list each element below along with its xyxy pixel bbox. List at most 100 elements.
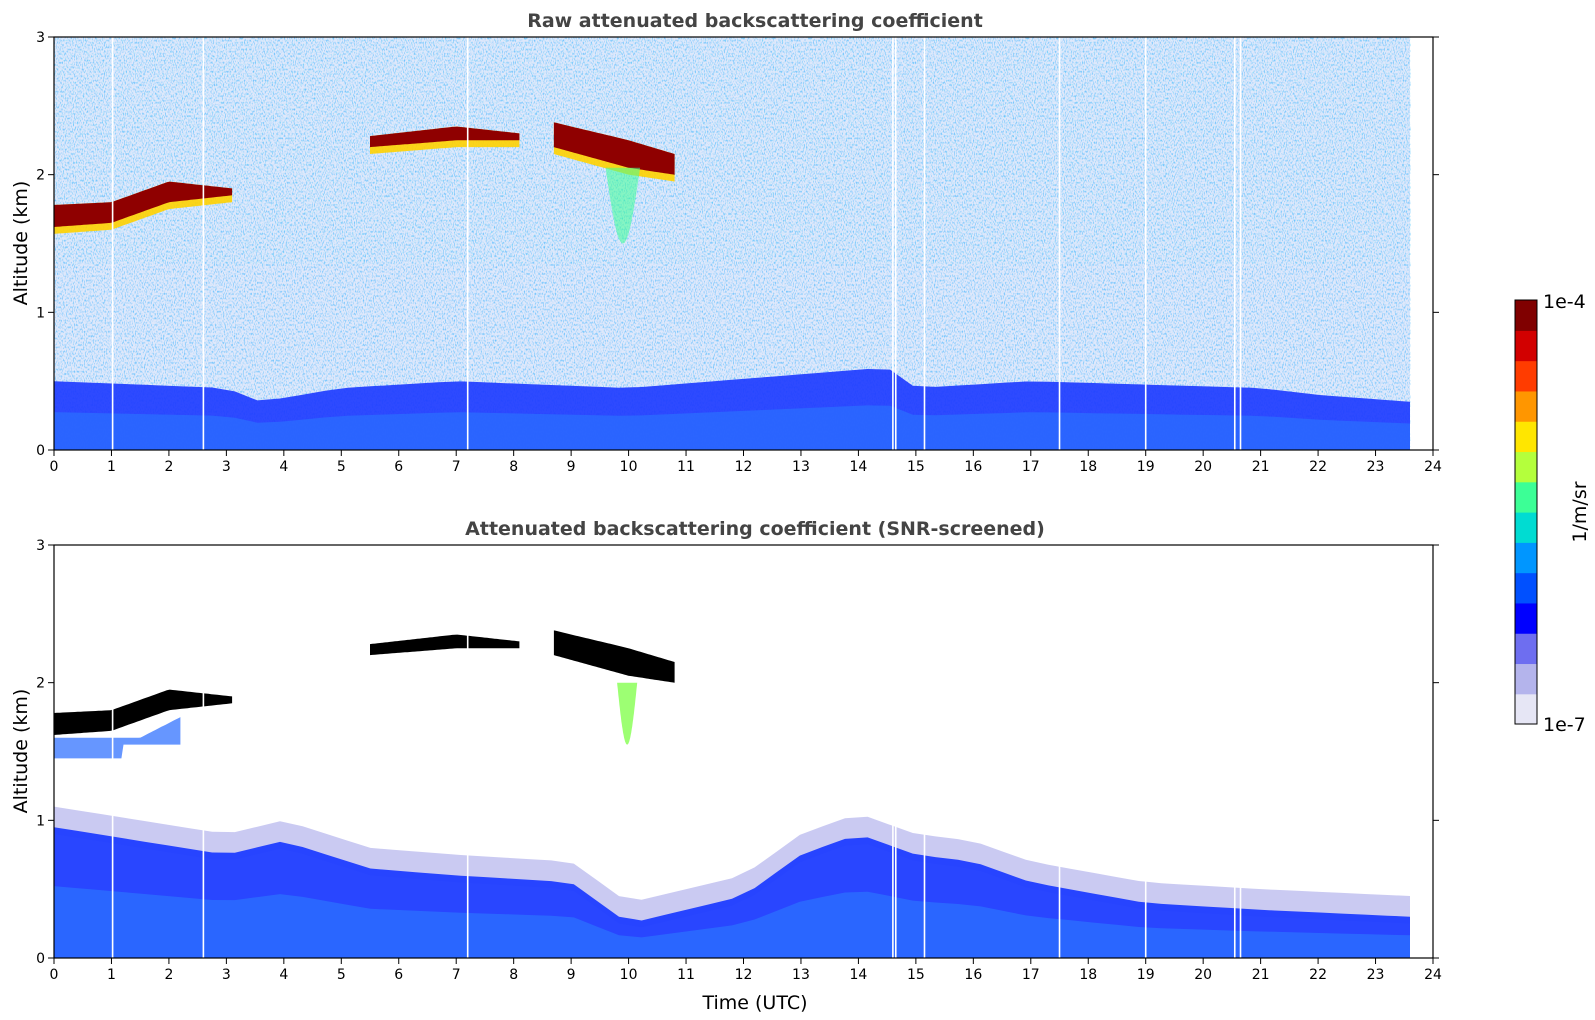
x-tick-label: 23 — [1367, 459, 1385, 475]
colorbar-max-label: 1e-4 — [1543, 291, 1586, 313]
colorbar-band — [1515, 481, 1537, 513]
colorbar-band — [1515, 633, 1537, 665]
x-tick-label: 24 — [1424, 967, 1442, 983]
x-tick-label: 19 — [1137, 967, 1155, 983]
screened-cloud-haze — [54, 717, 181, 759]
x-tick-label: 17 — [1022, 967, 1040, 983]
x-tick-label: 5 — [337, 967, 346, 983]
x-tick-label: 22 — [1309, 459, 1327, 475]
panel1-x-ticks: 0 1 2 3 4 5 6 7 8 9 10 11 12 13 14 15 16 17 18 19 20 21 22 23 24 — [50, 450, 1442, 475]
colorbar: 1e-4 1e-7 1/m/sr — [1514, 291, 1591, 736]
raw-backscatter-panel: Raw attenuated backscattering coefficien… — [10, 10, 1442, 475]
cloud-layer-0 — [54, 181, 233, 227]
x-tick-label: 3 — [222, 967, 231, 983]
colorbar-unit-label: 1/m/sr — [1569, 481, 1591, 542]
screened-boundary-core — [54, 886, 1410, 958]
y-tick-label: 1 — [36, 813, 45, 829]
x-tick-label: 16 — [964, 967, 982, 983]
x-tick-label: 1 — [107, 967, 116, 983]
colorbar-min-label: 1e-7 — [1543, 714, 1586, 736]
virga-plume — [605, 167, 641, 244]
x-tick-label: 21 — [1252, 459, 1270, 475]
x-tick-label: 20 — [1194, 967, 1212, 983]
x-tick-label: 23 — [1367, 967, 1385, 983]
colorbar-band — [1515, 421, 1537, 453]
colorbar-band — [1515, 602, 1537, 634]
x-tick-label: 6 — [394, 459, 403, 475]
panel1-heatmap — [54, 37, 1411, 450]
x-tick-label: 2 — [164, 459, 173, 475]
x-tick-label: 12 — [735, 967, 753, 983]
x-tick-label: 16 — [964, 459, 982, 475]
x-tick-label: 3 — [222, 459, 231, 475]
boundary-layer-core — [54, 405, 1410, 450]
x-tick-label: 11 — [677, 967, 695, 983]
screened-cloud-0 — [54, 689, 233, 735]
colorbar-band — [1515, 572, 1537, 604]
panel2-title: Attenuated backscattering coefficient (S… — [465, 518, 1045, 540]
x-tick-label: 1 — [107, 459, 116, 475]
x-tick-label: 18 — [1079, 967, 1097, 983]
y-tick-label: 2 — [36, 676, 45, 692]
colorbar-band — [1515, 330, 1537, 362]
y-tick-label: 3 — [36, 538, 45, 554]
panel2-y-label: Altitude (km) — [10, 689, 32, 814]
x-tick-label: 19 — [1137, 459, 1155, 475]
x-tick-label: 9 — [567, 967, 576, 983]
screened-virga — [617, 682, 638, 745]
x-tick-label: 14 — [850, 967, 868, 983]
panel2-heatmap — [54, 545, 1410, 958]
x-tick-label: 5 — [337, 459, 346, 475]
x-tick-label: 17 — [1022, 459, 1040, 475]
x-tick-label: 7 — [452, 459, 461, 475]
x-tick-label: 10 — [620, 967, 638, 983]
x-tick-label: 15 — [907, 459, 925, 475]
x-tick-label: 11 — [677, 459, 695, 475]
panel1-y-ticks: 0 1 2 3 — [36, 30, 1439, 459]
y-tick-label: 3 — [36, 30, 45, 46]
x-tick-label: 15 — [907, 967, 925, 983]
x-tick-label: 20 — [1194, 459, 1212, 475]
colorbar-band — [1515, 360, 1537, 392]
colorbar-band — [1515, 390, 1537, 422]
colorbar-band — [1515, 542, 1537, 574]
x-axis-label: Time (UTC) — [701, 992, 807, 1014]
panel2-x-ticks: 0 1 2 3 4 5 6 7 8 9 10 11 12 13 14 15 16 17 18 19 20 21 22 23 24 — [50, 958, 1442, 983]
x-tick-label: 21 — [1252, 967, 1270, 983]
x-tick-label: 2 — [164, 967, 173, 983]
x-tick-label: 18 — [1079, 459, 1097, 475]
y-tick-label: 0 — [36, 951, 45, 967]
x-tick-label: 4 — [279, 459, 288, 475]
noise-speckle-cyan — [54, 37, 1411, 265]
y-tick-label: 0 — [36, 443, 45, 459]
colorbar-frame — [1514, 299, 1538, 725]
snr-screened-panel: Attenuated backscattering coefficient (S… — [10, 518, 1442, 1014]
colorbar-band — [1515, 451, 1537, 483]
panel1-title: Raw attenuated backscattering coefficien… — [527, 10, 983, 32]
colorbar-bands — [1515, 300, 1537, 725]
x-tick-label: 14 — [850, 459, 868, 475]
x-tick-label: 7 — [452, 967, 461, 983]
colorbar-band — [1515, 663, 1537, 695]
colorbar-band — [1515, 512, 1537, 543]
x-tick-label: 10 — [620, 459, 638, 475]
x-tick-label: 8 — [509, 967, 518, 983]
x-tick-label: 22 — [1309, 967, 1327, 983]
x-tick-label: 0 — [50, 967, 59, 983]
colorbar-band — [1515, 693, 1537, 725]
cloud-layer-1 — [370, 126, 520, 148]
colorbar-band — [1515, 300, 1537, 331]
y-tick-label: 1 — [36, 305, 45, 321]
x-tick-label: 8 — [509, 459, 518, 475]
x-tick-label: 9 — [567, 459, 576, 475]
panel1-y-label: Altitude (km) — [10, 181, 32, 306]
x-tick-label: 6 — [394, 967, 403, 983]
x-tick-label: 13 — [792, 967, 810, 983]
x-tick-label: 12 — [735, 459, 753, 475]
screened-cloud-1 — [370, 634, 520, 656]
x-tick-label: 0 — [50, 459, 59, 475]
y-tick-label: 2 — [36, 168, 45, 184]
x-tick-label: 13 — [792, 459, 810, 475]
screened-cloud-2 — [553, 630, 675, 683]
